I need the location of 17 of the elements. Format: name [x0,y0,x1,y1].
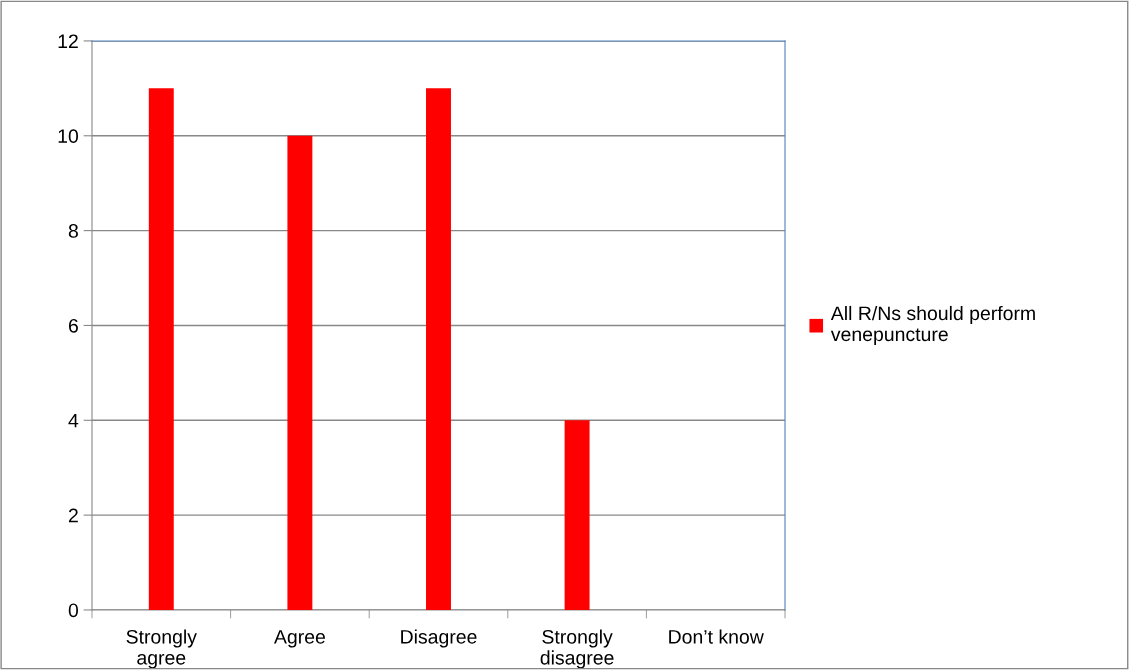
y-tick-label: 10 [58,129,79,144]
legend-label: All R/Ns should perform venepuncture [830,305,1035,345]
x-tick-label: Strongly agree [126,629,197,669]
bar [426,88,451,610]
bar [564,420,590,610]
y-tick-label: 6 [68,318,78,333]
y-tick-label: 0 [68,603,79,618]
y-tick-label: 2 [68,508,78,523]
y-tick-label: 12 [58,34,78,48]
bar [287,135,313,610]
y-tick-label: 4 [68,413,79,428]
y-tick-label: 8 [68,224,78,238]
x-tick-label: Agree [273,630,325,648]
x-tick-label: Don’t know [669,629,764,644]
bar [148,88,174,610]
x-tick-label: Strongly disagree [540,629,614,669]
x-tick-label: Disagree [401,629,477,648]
